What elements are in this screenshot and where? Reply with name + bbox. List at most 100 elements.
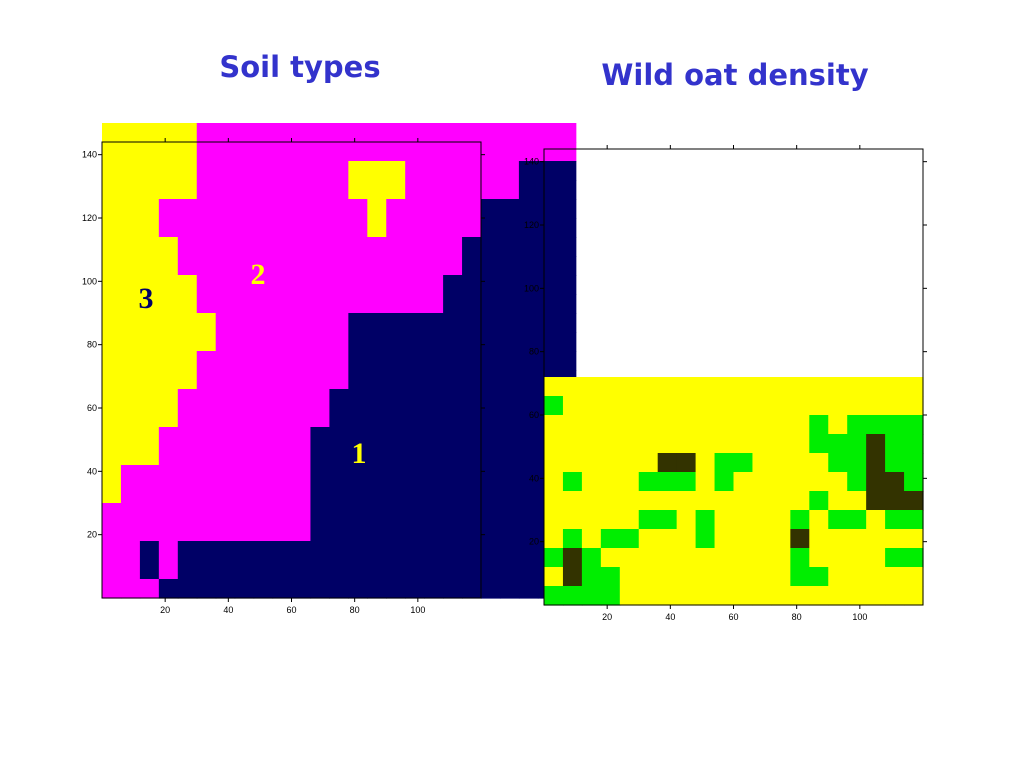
heatmap-cell [733, 510, 754, 530]
heatmap-cell [405, 560, 425, 580]
heatmap-cell [196, 180, 217, 200]
heatmap-cell [443, 351, 463, 371]
heatmap-cell [405, 408, 425, 428]
y-tick-label: 40 [87, 466, 97, 476]
heatmap-cell [272, 541, 293, 561]
heatmap-cell [714, 548, 735, 568]
heatmap-cell [733, 453, 754, 473]
heatmap-cell [771, 396, 791, 416]
heatmap-cell [348, 294, 368, 314]
heatmap-cell [481, 123, 501, 143]
heatmap-cell [481, 560, 501, 580]
heatmap-cell [581, 453, 602, 473]
heatmap-cell [291, 446, 312, 466]
heatmap-cell [657, 396, 678, 416]
heatmap-cell [885, 396, 905, 416]
heatmap-cell [196, 218, 217, 238]
heatmap-cell [518, 256, 539, 276]
heatmap-cell [272, 275, 293, 295]
heatmap-cell [657, 567, 678, 587]
heatmap-cell [234, 275, 255, 295]
heatmap-cell [291, 465, 312, 485]
heatmap-cell [443, 446, 463, 466]
heatmap-cell [253, 332, 274, 352]
heatmap-cell [234, 541, 255, 561]
heatmap-cell [386, 294, 406, 314]
heatmap-cell [386, 370, 406, 390]
heatmap-cell [367, 180, 387, 200]
heatmap-cell [215, 503, 236, 523]
heatmap-cell [120, 408, 141, 428]
heatmap-cell [102, 199, 122, 219]
soil-region-label: 3 [139, 282, 154, 315]
heatmap-cell [904, 377, 924, 397]
heatmap-cell [291, 161, 312, 181]
heatmap-cell [253, 275, 274, 295]
chart-1: 20 40 60 80 100 20 40 60 80 100 120 140 3 2 1 [82, 123, 577, 615]
heatmap-cell [499, 408, 520, 428]
heatmap-cell [556, 161, 577, 181]
heatmap-cell [234, 180, 255, 200]
heatmap-cell [291, 541, 312, 561]
heatmap-cell [291, 389, 312, 409]
heatmap-cell [253, 541, 274, 561]
heatmap-cell [196, 332, 217, 352]
heatmap-cell [581, 472, 602, 492]
heatmap-cell [158, 199, 179, 219]
heatmap-cell [443, 218, 463, 238]
heatmap-cell [310, 465, 330, 485]
heatmap-cell [310, 237, 330, 257]
heatmap-cell [828, 377, 848, 397]
heatmap-cell [405, 313, 425, 333]
heatmap-cell [158, 370, 179, 390]
heatmap-cell [367, 522, 387, 542]
heatmap-cell [367, 446, 387, 466]
heatmap-cell [619, 434, 640, 454]
heatmap-cell [367, 294, 387, 314]
heatmap-cell [562, 586, 583, 606]
heatmap-cell [367, 484, 387, 504]
heatmap-cell [847, 491, 867, 511]
heatmap-cell [234, 484, 255, 504]
heatmap-cell [866, 529, 886, 549]
heatmap-cell [329, 389, 349, 409]
heatmap-cell [272, 237, 293, 257]
heatmap-cell [518, 123, 539, 143]
heatmap-cell [619, 586, 640, 606]
heatmap-cell [462, 579, 482, 599]
heatmap-cell [329, 522, 349, 542]
heatmap-cell [158, 294, 179, 314]
heatmap-cell [462, 313, 482, 333]
heatmap-cell [310, 408, 330, 428]
heatmap-cell [158, 484, 179, 504]
heatmap-cell [600, 472, 621, 492]
heatmap-cell [215, 408, 236, 428]
heatmap-cell [139, 332, 160, 352]
heatmap-cell [733, 586, 754, 606]
heatmap-cell [158, 579, 179, 599]
heatmap-cell [102, 161, 122, 181]
heatmap-cell [581, 567, 602, 587]
heatmap-cell [695, 567, 716, 587]
heatmap-cell [657, 491, 678, 511]
heatmap-cell [102, 408, 122, 428]
heatmap-cell [215, 541, 236, 561]
heatmap-cell [386, 446, 406, 466]
heatmap-cell [462, 142, 482, 162]
heatmap-cell [695, 377, 716, 397]
heatmap-cell [771, 491, 791, 511]
heatmap-cell [348, 579, 368, 599]
heatmap-cell [657, 472, 678, 492]
heatmap-cell [196, 579, 217, 599]
heatmap-cell [443, 370, 463, 390]
heatmap-cell [752, 548, 772, 568]
heatmap-cell [676, 453, 697, 473]
heatmap-cell [809, 415, 829, 435]
heatmap-cell [291, 332, 312, 352]
heatmap-cell [158, 123, 179, 143]
heatmap-cell [310, 313, 330, 333]
heatmap-cell [253, 465, 274, 485]
y-tick-label: 80 [529, 347, 539, 357]
heatmap-cell [139, 313, 160, 333]
heatmap-cell [752, 510, 772, 530]
